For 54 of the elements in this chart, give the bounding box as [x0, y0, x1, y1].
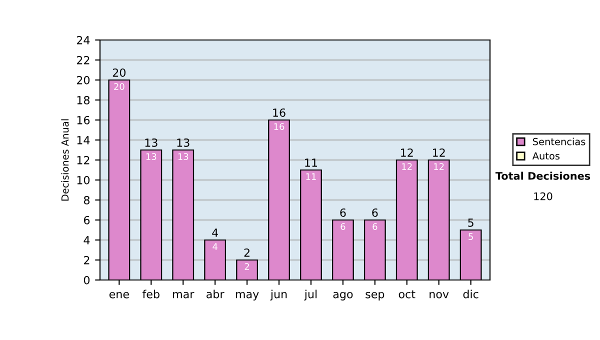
y-tick-label: 24 [76, 36, 90, 44]
x-tick-label: feb [142, 290, 160, 298]
total-label: 20 [112, 68, 126, 77]
x-tick-label: mar [173, 292, 194, 298]
legend-label: Sentencias [533, 138, 586, 146]
data-label: 11 [306, 173, 316, 180]
x-tick-label: sep [366, 292, 384, 300]
data-label: 6 [372, 223, 378, 230]
x-tick-label: abr [206, 290, 224, 298]
y-tick-label: 18 [77, 96, 90, 104]
data-label: 6 [340, 223, 346, 230]
total-label: 12 [433, 148, 445, 157]
total-label: 6 [340, 208, 346, 217]
x-tick-label: jun [270, 290, 287, 300]
legend-label: Autos [532, 152, 560, 160]
y-tick-label: 12 [77, 156, 90, 164]
total-label: 6 [372, 208, 378, 217]
y-tick-label: 14 [77, 136, 90, 144]
text: Total Decisiones [495, 172, 590, 180]
x-tick-label: nov [430, 292, 449, 298]
y-tick-label: 10 [77, 176, 90, 184]
x-tick-label: oct [398, 290, 416, 298]
data-label: 12 [434, 163, 444, 170]
data-label: 2 [244, 263, 250, 270]
y-axis-title: Decisiones Anual [61, 119, 69, 201]
y-tick-label: 20 [76, 76, 90, 84]
x-tick-label: jul [304, 290, 317, 300]
total-label: 13 [145, 138, 158, 147]
data-label: 13 [178, 153, 188, 160]
y-tick-label: 22 [76, 56, 90, 64]
y-tick-label: 6 [84, 216, 90, 224]
total-label: 11 [305, 158, 318, 167]
data-label: 16 [274, 123, 284, 130]
y-tick-label: 2 [84, 256, 90, 264]
y-tick-label: 4 [84, 236, 90, 244]
total-label: 16 [273, 108, 286, 117]
x-tick-label: may [236, 292, 259, 300]
data-label: 20 [114, 83, 124, 90]
data-label: 5 [468, 233, 473, 240]
y-tick-label: 8 [84, 196, 90, 204]
total-label: 5 [468, 218, 474, 227]
x-tick-label: ago [333, 292, 353, 300]
y-tick-label: 0 [84, 276, 90, 284]
total-label: 4 [212, 228, 218, 237]
total-label: 12 [401, 148, 413, 157]
data-label: 4 [212, 243, 218, 250]
x-tick-label: ene [109, 292, 129, 298]
data-label: 13 [146, 153, 156, 160]
text: 120 [534, 192, 552, 200]
x-tick-label: dic [463, 290, 478, 298]
y-tick-label: 16 [77, 116, 90, 124]
total-label: 2 [244, 248, 250, 257]
data-label: 12 [402, 163, 412, 170]
total-label: 13 [177, 138, 190, 147]
